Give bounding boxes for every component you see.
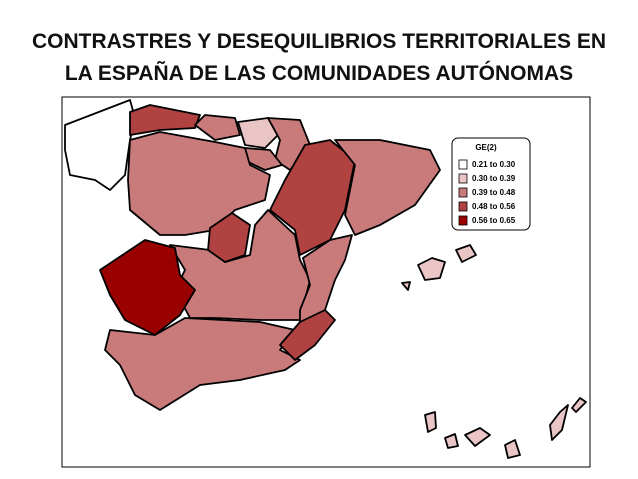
map-frame — [61, 96, 591, 468]
legend-label: 0.48 to 0.56 — [472, 202, 516, 211]
region — [99, 239, 196, 336]
legend-swatch — [458, 187, 468, 198]
region — [571, 397, 587, 413]
region — [129, 104, 201, 136]
region — [279, 309, 336, 361]
legend-label: 0.56 to 0.65 — [472, 216, 516, 225]
legend-swatch — [458, 173, 468, 184]
region — [417, 257, 446, 281]
region — [424, 411, 437, 433]
legend-label: 0.21 to 0.30 — [472, 160, 516, 169]
legend-swatch — [458, 201, 468, 212]
legend-label: 0.39 to 0.48 — [472, 188, 516, 197]
legend-box — [451, 137, 531, 231]
legend-swatch — [458, 215, 468, 226]
title-line: CONTRASTRES Y DESEQUILIBRIOS TERRITORIAL… — [31, 30, 607, 53]
region — [127, 131, 271, 236]
region — [504, 439, 521, 459]
region — [549, 404, 569, 441]
legend-title: GE(2) — [475, 143, 497, 152]
legend-label: 0.30 to 0.39 — [472, 174, 516, 183]
title-line: LA ESPAÑA DE LAS COMUNIDADES AUTÓNOMAS — [64, 62, 574, 85]
region — [455, 244, 477, 263]
region — [64, 99, 136, 191]
region — [464, 427, 491, 447]
legend: GE(2) 0.21 to 0.30 0.30 to 0.39 0.39 to 0.… — [451, 137, 531, 231]
region — [207, 212, 251, 263]
region — [334, 139, 441, 236]
region — [194, 114, 241, 141]
region — [237, 117, 279, 149]
region — [444, 433, 459, 449]
region — [401, 281, 411, 291]
region — [104, 317, 301, 411]
legend-swatch — [458, 159, 468, 170]
